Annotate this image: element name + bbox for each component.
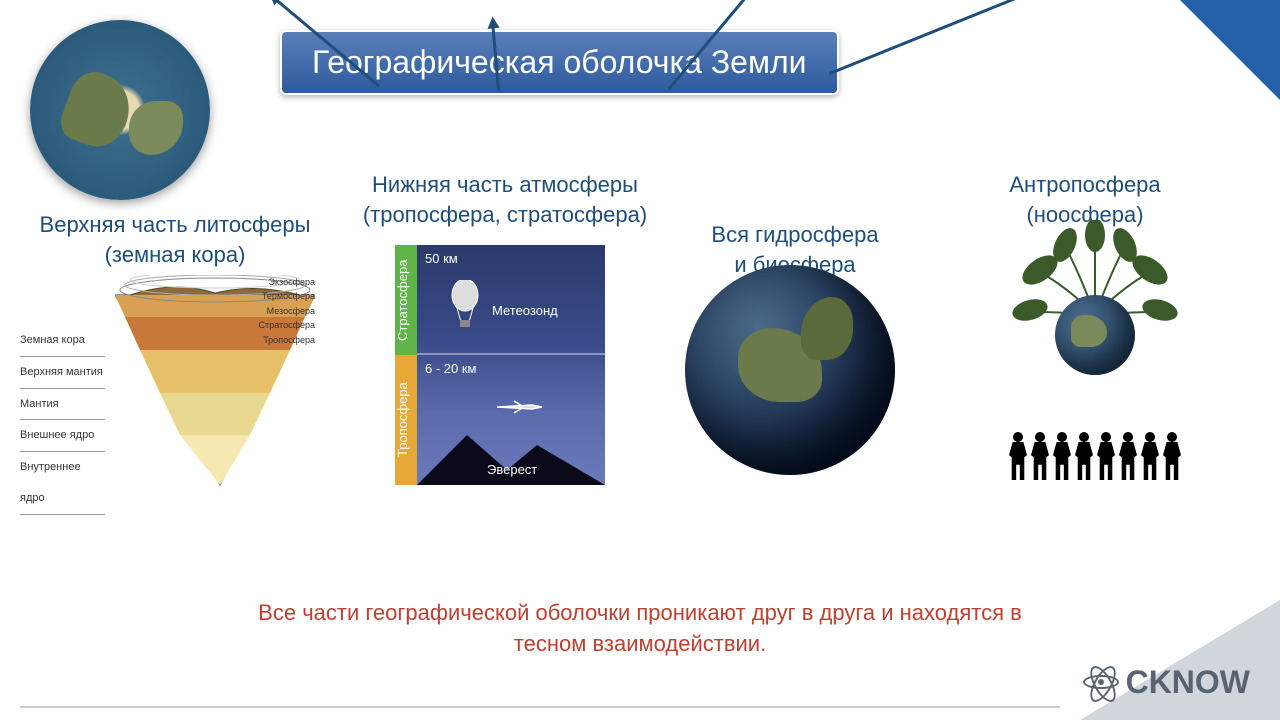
lithosphere-diagram: Земная кора Верхняя мантия Мантия Внешне… (20, 275, 330, 515)
globe-icon (685, 265, 895, 475)
atmolbl-1: Термосфера (259, 289, 315, 303)
meteozond-label: Метеозонд (492, 303, 558, 318)
noosphere-diagram (965, 220, 1225, 480)
corner-decoration-tr (1180, 0, 1280, 100)
troposphere-label: Тропосфера (395, 355, 417, 485)
balloon-icon (445, 280, 485, 330)
branch-atmosphere: Нижняя часть атмосферы (тропосфера, стра… (355, 170, 655, 229)
atmolbl-3: Стратосфера (259, 318, 315, 332)
people-row (965, 432, 1225, 480)
atmo-line2: (тропосфера, стратосфера) (355, 200, 655, 230)
atmolbl-0: Экзосфера (259, 275, 315, 289)
atmo-divider (417, 353, 605, 355)
logo: CKNOW (1081, 662, 1250, 702)
litho-layer-1: Верхняя мантия (20, 357, 105, 389)
sky-box: 50 км Метеозонд 6 - 20 км Эверест (417, 245, 605, 485)
litho-layer-4: Внутреннее ядро (20, 452, 105, 515)
atmosphere-diagram: Стратосфера Тропосфера 50 км Метеозонд 6… (395, 245, 605, 485)
litho-layer-2: Мантия (20, 389, 105, 421)
footer-line2: тесном взаимодействии. (0, 629, 1280, 660)
airplane-icon (492, 395, 547, 420)
page-title: Географическая оболочка Земли (280, 30, 839, 95)
everest-label: Эверест (487, 462, 537, 477)
atmolbl-4: Тропосфера (259, 333, 315, 347)
litho-wedge: Экзосфера Термосфера Мезосфера Стратосфе… (115, 275, 315, 495)
litho-line1: Верхняя часть литосферы (30, 210, 320, 240)
flat-earth-icon (30, 20, 210, 200)
atom-icon (1081, 662, 1121, 702)
bottom-divider (20, 706, 1060, 708)
person-icon (1159, 432, 1185, 480)
litho-atmo-labels: Экзосфера Термосфера Мезосфера Стратосфе… (259, 275, 315, 347)
footer-text: Все части географической оболочки проник… (0, 598, 1280, 660)
logo-text: CKNOW (1126, 664, 1250, 701)
litho-layer-3: Внешнее ядро (20, 420, 105, 452)
branch-lithosphere: Верхняя часть литосферы (земная кора) (30, 210, 320, 269)
hydro-line1: Вся гидросфера (700, 220, 890, 250)
alt-50km: 50 км (425, 251, 458, 266)
litho-layer-labels: Земная кора Верхняя мантия Мантия Внешне… (20, 325, 105, 515)
atmo-line1: Нижняя часть атмосферы (355, 170, 655, 200)
litho-line2: (земная кора) (30, 240, 320, 270)
tree-globe-icon (1055, 295, 1135, 375)
arrow (829, 0, 1062, 75)
anthro-line1: Антропосфера (985, 170, 1185, 200)
footer-line1: Все части географической оболочки проник… (0, 598, 1280, 629)
stratosphere-label: Стратосфера (395, 245, 417, 355)
litho-layer-0: Земная кора (20, 325, 105, 357)
alt-6-20km: 6 - 20 км (425, 361, 476, 376)
atmolbl-2: Мезосфера (259, 304, 315, 318)
